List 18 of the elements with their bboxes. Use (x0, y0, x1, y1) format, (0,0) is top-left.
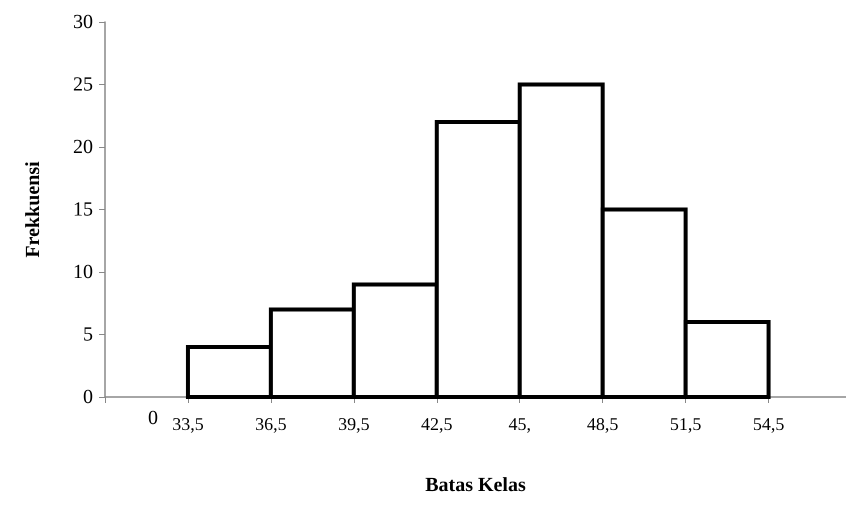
y-axis-title: Frekkuensi (22, 160, 44, 258)
x-tick-label: 39,5 (338, 414, 370, 434)
x-tick-label: 48,5 (586, 414, 618, 434)
x-tick-label: 33,5 (172, 414, 204, 434)
y-tick-label: 30 (73, 11, 93, 33)
x-tick-label: 42,5 (421, 414, 453, 434)
x-axis-title: Batas Kelas (425, 474, 526, 496)
text: 0 (148, 407, 158, 429)
y-tick-label: 15 (73, 198, 93, 220)
y-tick-label: 25 (73, 74, 93, 96)
x-tick-label: 45, (508, 414, 531, 434)
y-tick-label: 10 (73, 261, 93, 283)
x-tick-label: 54,5 (752, 414, 784, 434)
y-tick-label: 20 (73, 136, 93, 158)
y-tick-label: 5 (83, 324, 93, 346)
x-tick-label: 51,5 (670, 414, 702, 434)
y-tick-label: 0 (83, 386, 93, 408)
x-tick-label: 36,5 (255, 414, 287, 434)
